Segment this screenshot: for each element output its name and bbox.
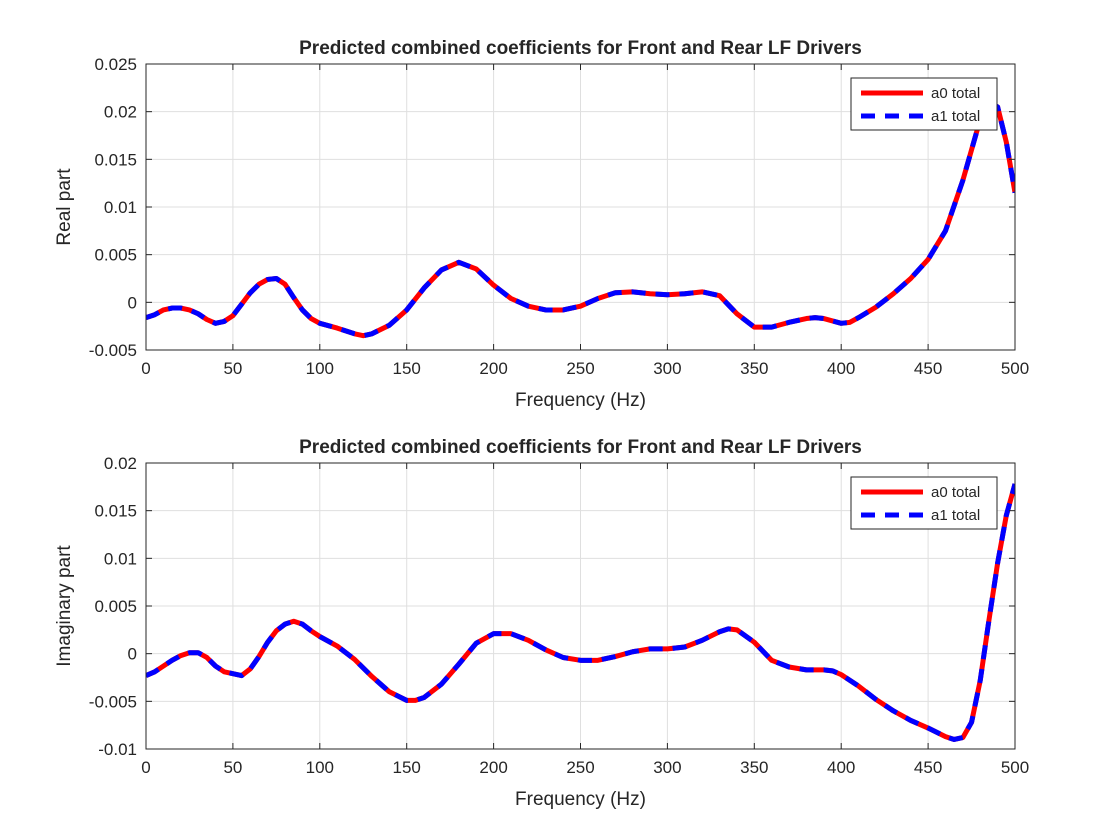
legend-box [850, 476, 998, 530]
x-tick-label: 400 [827, 359, 855, 378]
y-tick-label: 0.015 [94, 150, 137, 169]
x-tick-label: 250 [566, 359, 594, 378]
legend-label: a1 total [931, 108, 980, 125]
subplot-1: 0 50 100 150 200 250 300 350 400 450 500-0.00500.0… [54, 38, 1029, 411]
x-axis-label: Frequency (Hz) [515, 390, 646, 411]
x-tick-label: 400 [827, 758, 855, 777]
x-tick-label: 300 [653, 359, 681, 378]
legend-label: a0 total [931, 85, 980, 102]
y-tick-label: 0.015 [94, 502, 137, 521]
x-tick-label: 500 [1001, 758, 1029, 777]
legend-label: a0 total [931, 484, 980, 501]
legend: a0 total a1 total [850, 77, 998, 131]
series-line-a1-total [146, 99, 1015, 339]
x-tick-label: 450 [914, 758, 942, 777]
y-tick-label: 0.005 [94, 246, 137, 265]
y-tick-label: -0.01 [98, 740, 137, 759]
x-tick-label: 200 [479, 359, 507, 378]
y-tick-label: 0.01 [104, 198, 137, 217]
x-tick-label: 350 [740, 359, 768, 378]
y-tick-label: 0.02 [104, 454, 137, 473]
y-axis-label: Imaginary part [54, 545, 75, 667]
x-tick-label: 350 [740, 758, 768, 777]
y-tick-label: 0 [128, 293, 137, 312]
x-tick-label: 150 [393, 359, 421, 378]
y-tick-label: 0.01 [104, 549, 137, 568]
x-tick-label: 450 [914, 359, 942, 378]
x-tick-label: 50 [223, 359, 242, 378]
y-tick-label: -0.005 [89, 341, 137, 360]
x-tick-label: 150 [393, 758, 421, 777]
x-tick-label: 300 [653, 758, 681, 777]
x-tick-label: 500 [1001, 359, 1029, 378]
x-tick-label: 0 [141, 359, 150, 378]
x-tick-label: 50 [223, 758, 242, 777]
legend-box [850, 77, 998, 131]
x-tick-label: 0 [141, 758, 150, 777]
subplot-2: 0 50 100 150 200 250 300 350 400 450 500 -0.01 -0.00… [54, 437, 1029, 810]
chart-title: Predicted combined coefficients for Fron… [299, 437, 862, 458]
x-axis-label: Frequency (Hz) [515, 789, 646, 810]
y-tick-label: -0.005 [89, 692, 137, 711]
y-tick-label: 0.005 [94, 597, 137, 616]
y-tick-label: 0 [128, 645, 137, 664]
series-line-a1-total [146, 483, 1015, 742]
y-axis-label: Real part [54, 168, 75, 246]
legend-label: a1 total [931, 507, 980, 524]
y-tick-label: 0.02 [104, 103, 137, 122]
chart-title: Predicted combined coefficients for Fron… [299, 38, 862, 59]
x-tick-label: 200 [479, 758, 507, 777]
x-tick-label: 100 [306, 359, 334, 378]
x-tick-label: 100 [306, 758, 334, 777]
x-tick-label: 250 [566, 758, 594, 777]
y-tick-label: 0.025 [94, 55, 137, 74]
legend: a0 total a1 total [850, 476, 998, 530]
